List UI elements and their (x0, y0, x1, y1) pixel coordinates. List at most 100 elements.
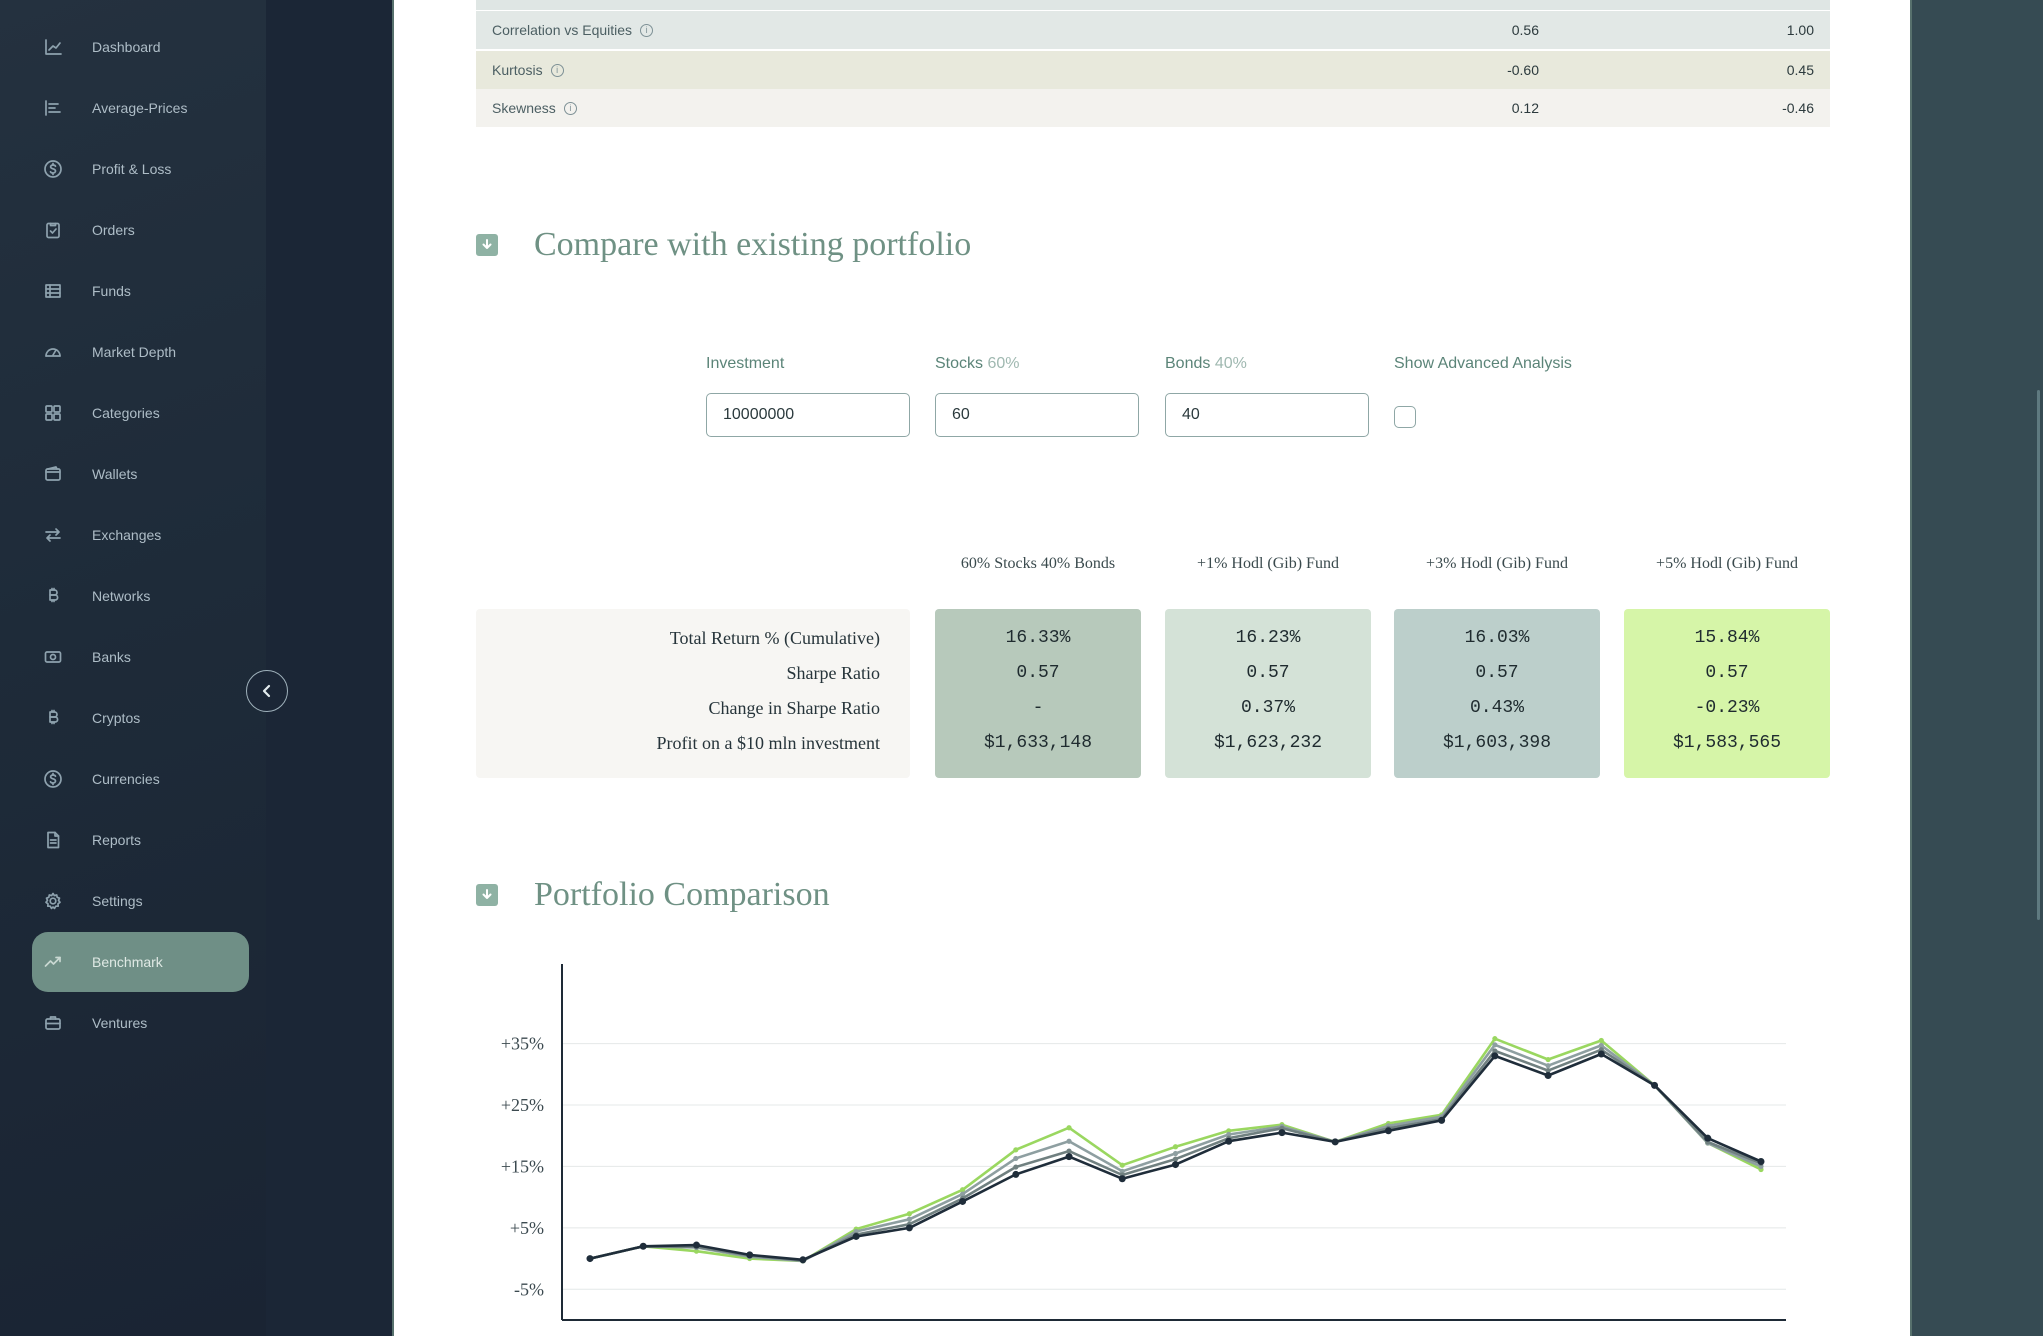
dollar-circle-icon (42, 158, 64, 180)
value-cell: 0.57 (1246, 663, 1290, 683)
sidebar-item-cryptos[interactable]: Cryptos (32, 688, 249, 748)
scrollbar[interactable] (2037, 390, 2040, 920)
investment-input[interactable] (706, 393, 910, 437)
sidebar-item-label: Cryptos (92, 710, 141, 726)
sidebar: Dashboard Average-Prices Profit & Loss Orde… (0, 0, 266, 1336)
sidebar-item-exchanges[interactable]: Exchanges (32, 505, 249, 565)
comparison-section-header: Portfolio Comparison (476, 876, 830, 914)
data-point (1225, 1137, 1233, 1145)
row-label: Change in Sharpe Ratio (708, 698, 880, 718)
data-point (959, 1187, 966, 1193)
sidebar-item-ventures[interactable]: Ventures (32, 993, 249, 1053)
data-point (1172, 1144, 1179, 1150)
data-point (1704, 1134, 1712, 1142)
y-tick-label: +35% (501, 1034, 544, 1054)
sidebar-item-orders[interactable]: Orders (32, 200, 249, 260)
data-point (1172, 1161, 1179, 1169)
clipboard-check-icon (42, 219, 64, 241)
download-icon[interactable] (476, 234, 498, 256)
download-icon[interactable] (476, 884, 498, 906)
sidebar-item-banks[interactable]: Banks (32, 627, 249, 687)
swap-arrows-icon (42, 524, 64, 546)
y-tick-label: +25% (501, 1095, 544, 1115)
info-icon[interactable]: i (640, 23, 654, 37)
data-point (905, 1224, 913, 1232)
sidebar-item-funds[interactable]: Funds (32, 261, 249, 321)
row-label: Total Return % (Cumulative) (669, 628, 880, 648)
sidebar-item-market-depth[interactable]: Market Depth (32, 322, 249, 382)
y-tick-label: +5% (510, 1218, 544, 1238)
data-point (1065, 1153, 1073, 1161)
sidebar-item-label: Settings (92, 893, 143, 909)
grid-table-icon (42, 280, 64, 302)
value-cell: -0.23% (1694, 698, 1760, 718)
data-point (1598, 1037, 1604, 1044)
row-labels: Total Return % (Cumulative) Sharpe Ratio… (476, 609, 910, 778)
sidebar-item-label: Ventures (92, 1015, 148, 1031)
info-icon[interactable]: i (550, 63, 564, 77)
sidebar-item-dashboard[interactable]: Dashboard (32, 17, 249, 77)
data-point (1544, 1072, 1552, 1080)
data-point (746, 1251, 754, 1259)
data-point (959, 1191, 966, 1197)
section-title: Portfolio Comparison (534, 876, 830, 913)
cash-icon (42, 646, 64, 668)
trend-up-icon (42, 951, 64, 973)
value-column-60-40: 16.33% 0.57 - $1,633,148 (935, 609, 1141, 778)
data-point (1491, 1052, 1499, 1060)
sidebar-item-categories[interactable]: Categories (32, 383, 249, 443)
sidebar-item-settings[interactable]: Settings (32, 871, 249, 931)
data-point (1651, 1081, 1659, 1089)
row-label: Sharpe Ratio (786, 663, 880, 683)
bonds-input[interactable] (1165, 393, 1369, 437)
compare-section-header: Compare with existing portfolio (476, 226, 971, 264)
sidebar-item-wallets[interactable]: Wallets (32, 444, 249, 504)
data-point (1066, 1125, 1072, 1131)
info-icon[interactable]: i (563, 101, 577, 115)
bar-list-icon (42, 97, 64, 119)
data-point (852, 1232, 860, 1240)
data-point (1545, 1063, 1551, 1069)
stat-label: Skewness (492, 100, 556, 116)
chevron-left-icon (262, 684, 271, 698)
data-point (1545, 1068, 1551, 1074)
sidebar-item-profit-loss[interactable]: Profit & Loss (32, 139, 249, 199)
sidebar-item-networks[interactable]: Networks (32, 566, 249, 626)
data-point (1066, 1148, 1072, 1154)
data-point (1331, 1138, 1339, 1146)
sidebar-item-label: Networks (92, 588, 151, 604)
sidebar-item-label: Average-Prices (92, 100, 188, 116)
document-icon (42, 829, 64, 851)
briefcase-icon (42, 1012, 64, 1034)
sidebar-item-benchmark[interactable]: Benchmark (32, 932, 249, 992)
stat-value-2: 1.00 (1786, 22, 1814, 38)
gear-icon (42, 890, 64, 912)
data-point (1545, 1056, 1551, 1063)
chart-line-icon (42, 36, 64, 58)
sidebar-item-label: Currencies (92, 771, 160, 787)
advanced-analysis-checkbox[interactable] (1394, 406, 1416, 428)
column-header: +3% Hodl (Gib) Fund (1426, 555, 1568, 572)
column-header: +5% Hodl (Gib) Fund (1656, 555, 1798, 572)
sidebar-item-average-prices[interactable]: Average-Prices (32, 78, 249, 138)
dollar-circle-icon (42, 768, 64, 790)
investment-label: Investment (706, 355, 785, 372)
sidebar-item-currencies[interactable]: Currencies (32, 749, 249, 809)
sidebar-item-reports[interactable]: Reports (32, 810, 249, 870)
data-point (1226, 1128, 1232, 1134)
data-point (1172, 1156, 1179, 1162)
sidebar-item-label: Wallets (92, 466, 138, 482)
value-cell: 0.37% (1240, 698, 1295, 718)
value-cell: $1,623,232 (1213, 733, 1323, 753)
stocks-input[interactable] (935, 393, 1139, 437)
value-cell: 0.57 (1705, 663, 1749, 683)
value-cell: 15.84% (1694, 628, 1760, 648)
sidebar-item-label: Reports (92, 832, 142, 848)
bonds-label: Bonds 40% (1165, 355, 1247, 372)
data-point (906, 1211, 912, 1217)
gauge-icon (42, 341, 64, 363)
data-point (1119, 1168, 1125, 1174)
collapse-sidebar-button[interactable] (246, 670, 288, 712)
data-point (1597, 1050, 1605, 1058)
stat-value-2: 0.45 (1786, 62, 1814, 78)
